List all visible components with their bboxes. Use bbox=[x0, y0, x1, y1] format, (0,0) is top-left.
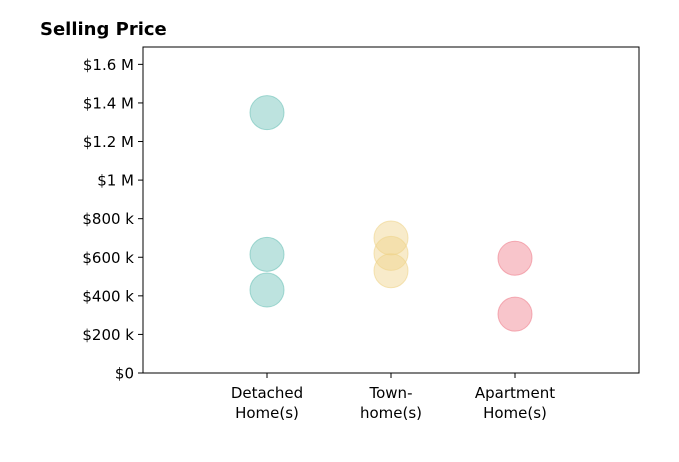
data-point bbox=[373, 253, 409, 289]
data-point bbox=[249, 95, 285, 131]
y-tick-label: $1.4 M bbox=[83, 94, 134, 112]
data-point bbox=[249, 272, 285, 308]
plot-frame bbox=[142, 46, 640, 374]
data-point bbox=[497, 240, 533, 276]
chart-marks bbox=[249, 95, 533, 332]
data-point bbox=[249, 236, 285, 272]
y-axis: $0 $200 k $400 k $600 k $800 k $1 M $1.2 M $1.4… bbox=[82, 56, 143, 383]
x-tick-label: Town-home(s) bbox=[360, 384, 422, 422]
x-tick-label: Apartment Home(s) bbox=[475, 384, 555, 422]
y-tick-label: $1.2 M bbox=[83, 133, 134, 151]
data-point bbox=[497, 296, 533, 332]
data-point bbox=[373, 220, 409, 256]
y-tick-label: $400 k bbox=[82, 287, 134, 305]
y-tick-label: $0 bbox=[115, 365, 134, 383]
x-axis: Detached Home(s) Town-home(s) Apartment Home… bbox=[231, 373, 555, 422]
y-tick-label: $1 M bbox=[97, 172, 134, 190]
chart-title: Selling Price bbox=[40, 19, 167, 40]
y-tick-label: $200 k bbox=[82, 326, 134, 344]
y-tick-label: $600 k bbox=[82, 249, 134, 267]
x-tick-label: Detached Home(s) bbox=[231, 384, 303, 422]
y-tick-label: $1.6 M bbox=[83, 56, 134, 74]
y-tick-label: $800 k bbox=[82, 210, 134, 228]
